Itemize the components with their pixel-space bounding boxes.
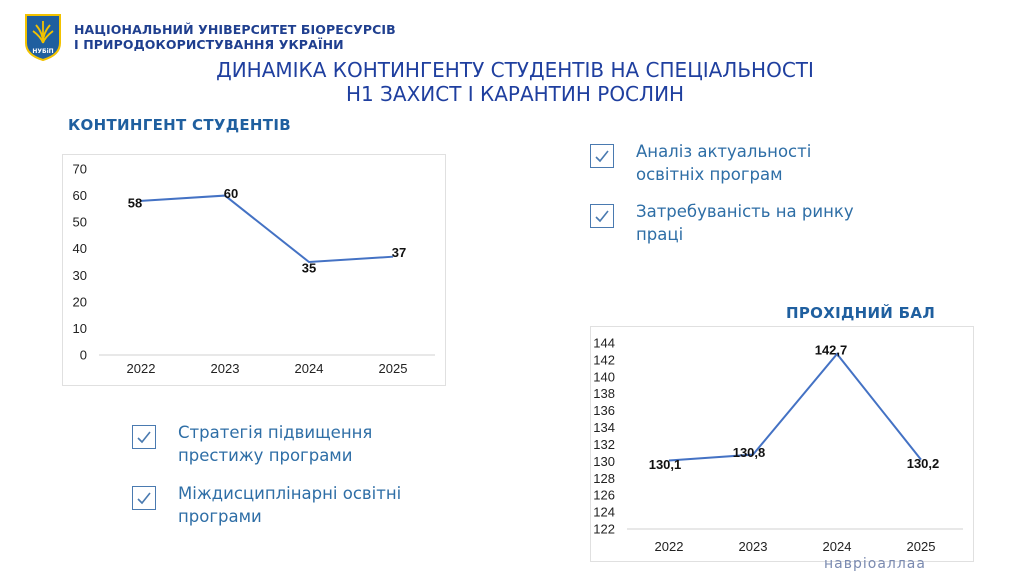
check-icon	[595, 150, 609, 163]
university-logo: НУБіП	[25, 14, 61, 61]
data-label: 58	[128, 195, 142, 210]
slide-title-line2: Н1 ЗАХИСТ І КАРАНТИН РОСЛИН	[345, 82, 685, 106]
university-name-line2: І ПРИРОДОКОРИСТУВАННЯ УКРАЇНИ	[74, 37, 344, 52]
checkbox-icon	[590, 204, 614, 228]
y-tick-label: 30	[73, 268, 87, 283]
university-name-line1: НАЦІОНАЛЬНИЙ УНІВЕРСИТЕТ БІОРЕСУРСІВ	[74, 22, 396, 37]
y-tick-label: 50	[73, 215, 87, 230]
y-tick-label: 122	[593, 522, 615, 537]
student-contingent-chart-svg: 0 10 20 30 40 50 60 70 2022 2023 2024 2025 58 60 35 37	[73, 162, 435, 376]
x-tick-label: 2024	[823, 539, 852, 554]
checklist-line2: програми	[178, 507, 262, 526]
checklist-line1: Затребуваність на ринку	[636, 202, 854, 221]
background-text-fragment: навріоаллаа	[824, 556, 926, 572]
checklist-item-market-demand: Затребуваність на ринку праці	[590, 200, 890, 246]
data-label: 130,1	[649, 457, 682, 472]
passing-score-title: ПРОХІДНИЙ БАЛ	[786, 304, 936, 322]
y-tick-label: 20	[73, 294, 87, 309]
checklist-item-prestige-strategy: Стратегія підвищення престижу програми	[132, 421, 432, 467]
x-tick-label: 2023	[211, 361, 240, 376]
checklist-item-relevance-analysis: Аналіз актуальності освітніх програм	[590, 140, 890, 186]
checklist-line2: освітніх програм	[636, 165, 783, 184]
check-icon	[595, 210, 609, 223]
slide-title: ДИНАМІКА КОНТИНГЕНТУ СТУДЕНТІВ НА СПЕЦІА…	[100, 58, 930, 106]
y-tick-label: 144	[593, 336, 615, 351]
data-label: 130,2	[907, 456, 940, 471]
y-tick-label: 60	[73, 188, 87, 203]
checklist-text: Затребуваність на ринку праці	[636, 200, 854, 246]
series-line	[140, 194, 394, 264]
y-tick-label: 132	[593, 437, 615, 452]
x-tick-label: 2025	[379, 361, 408, 376]
check-icon	[137, 431, 151, 444]
y-tick-label: 70	[73, 162, 87, 177]
checklist-text: Стратегія підвищення престижу програми	[178, 421, 372, 467]
x-tick-label: 2022	[127, 361, 156, 376]
data-label: 35	[302, 261, 316, 276]
y-tick-label: 142	[593, 352, 615, 367]
data-label: 142,7	[815, 342, 848, 357]
data-label: 130,8	[733, 445, 766, 460]
y-tick-label: 0	[80, 348, 87, 363]
passing-score-chart: 122 124 126 128 130 132 134 136 138 140 142 144 2022…	[590, 326, 974, 562]
student-contingent-title: КОНТИНГЕНТ СТУДЕНТІВ	[68, 116, 291, 134]
y-tick-label: 130	[593, 454, 615, 469]
slide-title-line1: ДИНАМІКА КОНТИНГЕНТУ СТУДЕНТІВ НА СПЕЦІА…	[216, 58, 814, 82]
y-tick-label: 136	[593, 403, 615, 418]
y-tick-label: 128	[593, 471, 615, 486]
checklist-line1: Міждисциплінарні освітні	[178, 484, 402, 503]
y-tick-label: 138	[593, 386, 615, 401]
checklist-text: Міждисциплінарні освітні програми	[178, 482, 401, 528]
x-tick-label: 2023	[739, 539, 768, 554]
checklist-line2: праці	[636, 225, 684, 244]
data-label: 60	[224, 186, 238, 201]
y-tick-label: 124	[593, 505, 615, 520]
checkbox-icon	[132, 486, 156, 510]
logo-text: НУБіП	[32, 48, 53, 55]
x-tick-label: 2025	[907, 539, 936, 554]
y-tick-label: 140	[593, 369, 615, 384]
checkbox-icon	[590, 144, 614, 168]
checklist-text: Аналіз актуальності освітніх програм	[636, 140, 811, 186]
y-tick-label: 10	[73, 321, 87, 336]
university-name: НАЦІОНАЛЬНИЙ УНІВЕРСИТЕТ БІОРЕСУРСІВ І П…	[74, 22, 396, 52]
check-icon	[137, 492, 151, 505]
student-contingent-chart: 0 10 20 30 40 50 60 70 2022 2023 2024 2025 58 60 35 37	[62, 154, 446, 386]
header: НУБіП НАЦІОНАЛЬНИЙ УНІВЕРСИТЕТ БІОРЕСУРС…	[24, 12, 396, 62]
checkbox-icon	[132, 425, 156, 449]
checklist-item-interdisciplinary: Міждисциплінарні освітні програми	[132, 482, 432, 528]
y-tick-label: 40	[73, 241, 87, 256]
checklist-line1: Аналіз актуальності	[636, 142, 812, 161]
data-label: 37	[392, 245, 406, 260]
series-line	[668, 352, 922, 462]
x-tick-label: 2024	[295, 361, 324, 376]
y-tick-label: 134	[593, 420, 615, 435]
checklist-line2: престижу програми	[178, 446, 353, 465]
checklist-line1: Стратегія підвищення	[178, 423, 373, 442]
y-tick-label: 126	[593, 488, 615, 503]
x-tick-label: 2022	[655, 539, 684, 554]
